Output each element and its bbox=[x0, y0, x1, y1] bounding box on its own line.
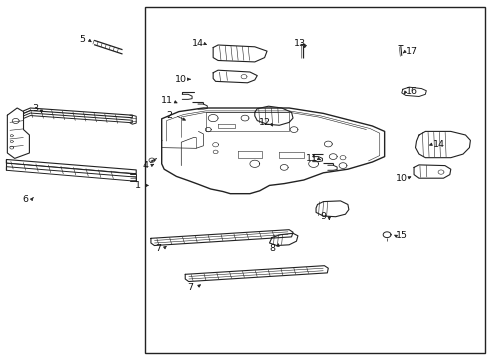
Text: 13: 13 bbox=[294, 39, 306, 48]
Text: 4: 4 bbox=[142, 161, 148, 170]
Text: 14: 14 bbox=[192, 39, 203, 48]
Text: 16: 16 bbox=[406, 87, 417, 96]
Text: 9: 9 bbox=[320, 212, 326, 220]
Text: 7: 7 bbox=[187, 284, 193, 292]
Text: 15: 15 bbox=[396, 231, 408, 240]
Text: 7: 7 bbox=[155, 244, 161, 253]
Text: 3: 3 bbox=[32, 104, 38, 113]
Text: 10: 10 bbox=[396, 174, 408, 183]
Text: 1: 1 bbox=[135, 181, 141, 190]
Text: 5: 5 bbox=[79, 35, 85, 44]
Text: 11: 11 bbox=[161, 96, 172, 105]
Text: 10: 10 bbox=[175, 75, 187, 84]
Text: 2: 2 bbox=[166, 111, 172, 120]
Text: 12: 12 bbox=[259, 118, 270, 127]
Text: 11: 11 bbox=[306, 154, 318, 163]
Text: 17: 17 bbox=[406, 47, 417, 56]
Bar bbox=[145, 7, 485, 353]
Text: 6: 6 bbox=[23, 195, 28, 204]
Text: 14: 14 bbox=[433, 140, 444, 149]
Text: 8: 8 bbox=[269, 244, 275, 253]
